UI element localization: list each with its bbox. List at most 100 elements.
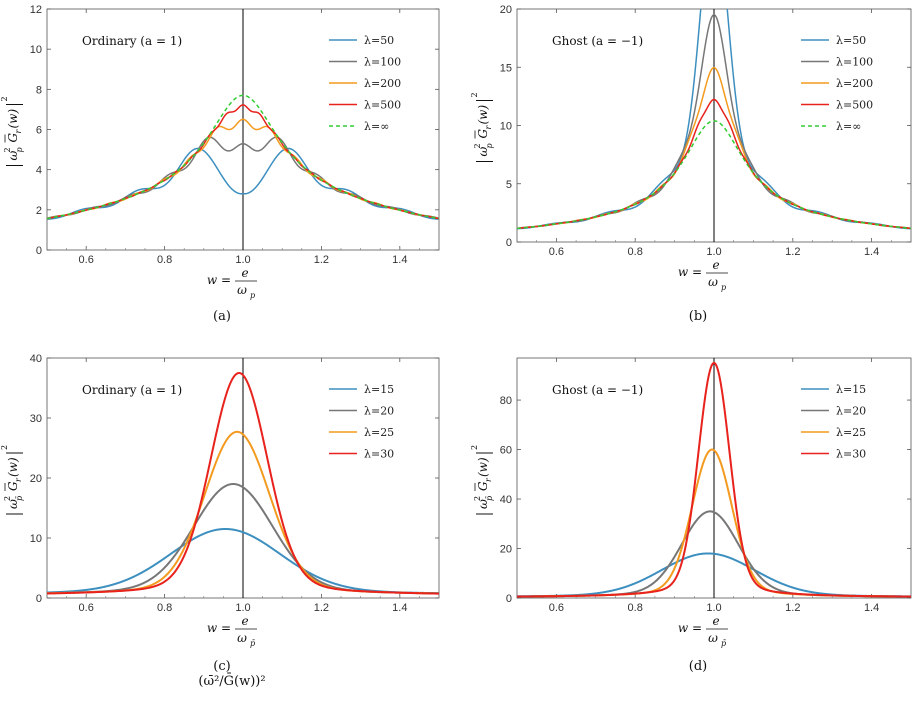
x-tick-label: 1.2	[314, 602, 329, 614]
x-tick-label: 0.8	[628, 246, 643, 258]
x-axis-label-denominator-subscript: p̄	[721, 639, 726, 648]
y-tick-label: 60	[500, 445, 512, 457]
y-tick-label: 10	[30, 533, 42, 545]
x-axis-label-denominator: ω	[237, 631, 247, 645]
legend-entry-label: λ=50	[836, 34, 866, 47]
chart-panel-2: 0.6 0.8 1.0 1.2 1.4 0 5 10 15 20 Ghost (a = −1) λ=5…	[470, 4, 912, 324]
series-line	[47, 147, 439, 220]
legend-entry-label: λ=15	[364, 383, 394, 396]
chart-panel-3: 0.6 0.8 1.0 1.2 1.4 0 10 20 30 40 Ordinary (a = 1)…	[0, 353, 440, 674]
panel-caption: (b)	[689, 309, 707, 324]
y-tick-label: 4	[36, 165, 42, 177]
legend-entry-label: λ=30	[836, 448, 866, 461]
x-axis-label: w = eω p̄	[207, 614, 257, 648]
x-axis-label-lhs: w =	[207, 273, 231, 287]
x-axis-label-denominator: ω	[237, 283, 247, 297]
y-axis-label-G-subscript: r	[14, 129, 23, 134]
y-axis-label-omega-subscript: p	[485, 143, 494, 148]
x-tick-label: 0.8	[157, 602, 172, 614]
x-tick-label: 0.6	[549, 602, 564, 614]
legend-entry-label: λ=30	[364, 448, 394, 461]
y-tick-label: 0	[36, 593, 42, 605]
legend-entry-label: λ=200	[836, 77, 873, 90]
legend-entry-label: λ=500	[836, 99, 873, 112]
series-line	[47, 136, 439, 220]
x-tick-label: 1.4	[864, 602, 879, 614]
panel-annotation: Ghost (a = −1)	[552, 34, 643, 48]
y-tick-label: 80	[500, 395, 512, 407]
panel-caption: (a)	[213, 309, 231, 324]
y-axis-label-outer-superscript: 2	[0, 445, 9, 450]
series-group	[517, 9, 911, 230]
x-tick-label: 1.4	[392, 254, 407, 266]
x-axis-label-denominator: ω	[708, 631, 718, 645]
y-tick-label: 0	[506, 593, 512, 605]
chart-panel-1: 0.6 0.8 1.0 1.2 1.4 0 2 4 6 8 10 12 Ordinary (a = 1)…	[0, 4, 440, 324]
x-tick-label: 1.2	[785, 246, 800, 258]
legend-entry-label: λ=100	[836, 56, 873, 69]
y-axis-label-omega-superscript: 2	[473, 496, 482, 501]
x-axis-label-numerator: e	[712, 258, 719, 272]
panel-annotation: Ordinary (a = 1)	[82, 383, 182, 397]
y-axis-label-omega-superscript: 2	[473, 143, 482, 148]
panel-caption: (d)	[689, 659, 707, 674]
y-axis-label-omega-superscript: 2	[3, 147, 12, 152]
x-tick-label: 1.2	[785, 602, 800, 614]
x-axis-label-denominator-subscript: p̄	[250, 639, 255, 648]
x-tick-label: 0.6	[79, 254, 94, 266]
legend-entry-label: λ=25	[364, 426, 394, 439]
y-tick-label: 40	[500, 494, 512, 506]
panel-annotation: Ordinary (a = 1)	[82, 34, 182, 48]
y-axis-label-omega: ω	[6, 499, 20, 509]
y-axis-label-omega-subscript: p̄	[15, 496, 24, 501]
x-axis-label: w = eω p̄	[678, 614, 728, 648]
x-axis-label: w = eω p	[678, 258, 728, 292]
series-line	[517, 120, 911, 230]
y-axis-label-omega: ω	[6, 151, 20, 161]
y-tick-label: 8	[36, 84, 42, 96]
y-tick-label: 20	[500, 544, 512, 556]
x-tick-label: 0.8	[157, 254, 172, 266]
series-line	[47, 94, 439, 220]
y-tick-label: 40	[30, 353, 42, 365]
y-tick-label: 15	[500, 62, 512, 74]
y-tick-label: 6	[36, 125, 42, 137]
y-axis-label-G: G	[476, 481, 490, 491]
x-tick-label: 1.0	[706, 246, 721, 258]
y-axis-label-G-subscript: r	[484, 125, 493, 130]
series-line	[47, 371, 439, 595]
series-group	[47, 94, 439, 220]
legend-entry-label: λ=200	[364, 77, 401, 90]
x-axis-label-denominator-subscript: p	[250, 291, 255, 300]
legend-entry-label: λ=20	[836, 405, 866, 418]
x-tick-label: 1.4	[392, 602, 407, 614]
y-axis-label-argument: (w)	[6, 109, 20, 129]
legend-entry-label: λ=∞	[836, 120, 861, 133]
y-axis-label-outer-superscript: 2	[470, 445, 479, 450]
x-axis-label-numerator: e	[712, 614, 719, 628]
y-tick-label: 12	[30, 4, 42, 16]
y-axis-label-G: G	[6, 481, 20, 491]
x-tick-label: 0.8	[628, 602, 643, 614]
x-axis-label-lhs: w =	[678, 621, 702, 635]
series-line	[517, 361, 911, 598]
x-axis-label-denominator: ω	[708, 275, 718, 289]
caption-fragment: (ω̄²/Ḡ(w))²	[198, 673, 265, 689]
y-axis-label: ω2 p̄Gr(w)2	[0, 445, 24, 515]
x-tick-label: 1.0	[235, 254, 250, 266]
x-tick-label: 1.2	[314, 254, 329, 266]
series-group	[517, 361, 911, 598]
y-axis-label: ω2 pGr(w)2	[0, 96, 24, 166]
x-axis-label: w = eω p	[207, 266, 257, 300]
legend-entry-label: λ=100	[364, 56, 401, 69]
y-tick-label: 0	[506, 237, 512, 249]
y-axis-label: ω2 pGr(w)2	[470, 92, 494, 162]
y-tick-label: 2	[36, 205, 42, 217]
x-axis-label-lhs: w =	[207, 621, 231, 635]
y-axis-label-omega: ω	[476, 147, 490, 157]
y-tick-label: 0	[36, 245, 42, 257]
y-axis-label-argument: (w)	[476, 457, 490, 477]
y-axis-label-omega-superscript: 2	[3, 496, 12, 501]
y-tick-label: 30	[30, 413, 42, 425]
